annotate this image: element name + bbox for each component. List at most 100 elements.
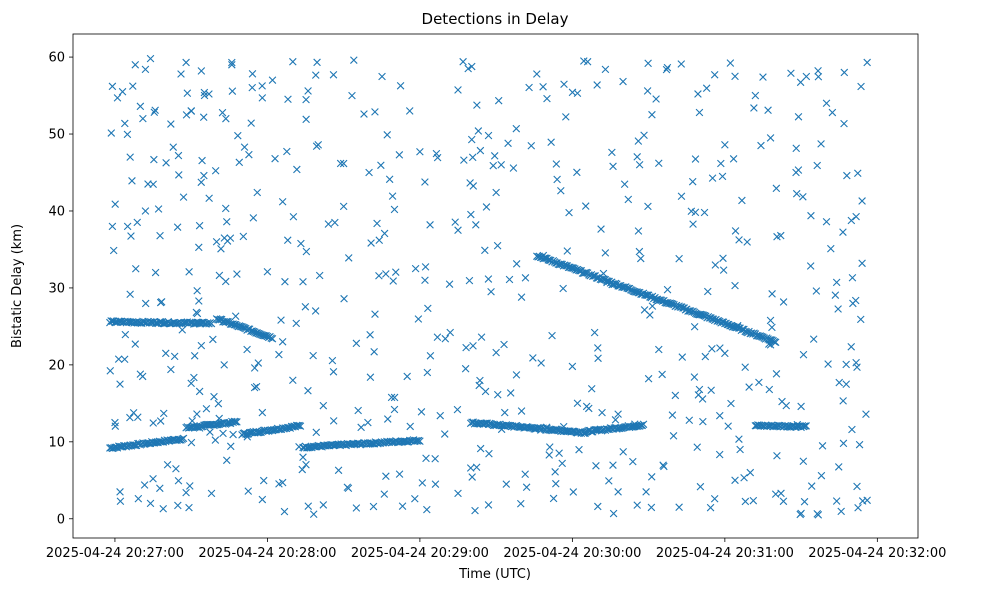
detection-point [187, 107, 196, 115]
plot-frame [72, 33, 919, 539]
detection-point [696, 482, 705, 491]
detection-point [521, 274, 530, 282]
detection-point [301, 303, 310, 311]
detection-point [268, 76, 277, 84]
detection-point [647, 503, 656, 512]
detection-point [547, 138, 555, 146]
detection-point [757, 141, 765, 150]
detection-point [608, 148, 616, 157]
detection-point [834, 305, 842, 313]
detection-point [687, 207, 696, 216]
detection-point [614, 488, 622, 496]
detection-point [383, 415, 392, 423]
detection-point [545, 443, 554, 451]
detection-point [557, 186, 565, 195]
detection-point [594, 502, 602, 511]
detection-point [206, 428, 214, 436]
detection-point [695, 108, 704, 117]
detection-point [690, 373, 699, 381]
detection-point [516, 499, 525, 508]
detection-point [373, 219, 381, 228]
detection-point [812, 287, 821, 295]
detection-point [190, 373, 198, 382]
detection-point [642, 291, 650, 300]
detection-point [398, 502, 407, 510]
detection-point [818, 442, 827, 450]
detection-point [214, 399, 223, 408]
detection-point [840, 119, 848, 128]
detection-point [855, 440, 864, 449]
detection-point [304, 386, 312, 395]
detection-point [630, 420, 639, 428]
detection-point [800, 497, 809, 506]
detection-point [619, 77, 627, 86]
detection-point [766, 134, 775, 142]
detection-point [848, 425, 856, 434]
detection-point [852, 212, 860, 221]
detection-point [250, 364, 259, 372]
detection-point [750, 104, 758, 112]
detection-point [183, 89, 192, 97]
detection-point [602, 277, 611, 285]
detection-point [644, 59, 652, 68]
detection-point [652, 95, 660, 103]
detection-point [252, 382, 261, 391]
detection-point [522, 483, 531, 492]
detection-point [222, 114, 230, 123]
detection-point [502, 480, 511, 488]
detection-point [150, 155, 158, 164]
detection-point [309, 510, 318, 518]
detection-point [854, 503, 862, 512]
detection-point [598, 408, 606, 417]
detection-point [194, 318, 202, 327]
detection-point [193, 309, 202, 318]
detection-point [375, 236, 384, 245]
detection-point [731, 72, 739, 81]
detection-point [258, 94, 267, 102]
detection-point [711, 261, 720, 269]
detection-point [840, 68, 849, 77]
detection-point [759, 73, 767, 81]
detection-point [329, 70, 338, 79]
detection-point [648, 110, 656, 119]
detection-point [708, 174, 717, 182]
detection-point [360, 110, 368, 118]
detection-point [253, 188, 262, 197]
detection-point [156, 484, 164, 493]
detection-point [765, 385, 774, 394]
detection-point [141, 207, 150, 215]
detection-point [126, 153, 134, 161]
detection-point [174, 476, 183, 485]
detection-point [700, 208, 709, 217]
detection-point [195, 297, 203, 305]
detection-point [313, 58, 321, 67]
detection-point [765, 340, 773, 348]
detection-point [159, 504, 168, 513]
detection-point [278, 337, 287, 346]
detection-point [493, 241, 502, 250]
y-tick-label: 10 [48, 435, 65, 450]
detection-point [423, 505, 431, 514]
detection-point [573, 399, 582, 408]
detection-point [685, 416, 694, 425]
detection-point [743, 238, 751, 246]
detection-point [436, 411, 445, 420]
detection-point [211, 436, 220, 444]
detection-point [636, 254, 645, 263]
detection-point [198, 156, 206, 165]
detection-point [221, 204, 230, 213]
detection-point [454, 86, 462, 94]
detection-point [553, 175, 561, 184]
detection-point [587, 384, 596, 393]
detection-point [284, 95, 292, 104]
detection-point [462, 343, 470, 352]
detection-point [719, 266, 728, 274]
detection-point [476, 146, 485, 155]
detection-point [476, 444, 485, 453]
detection-point [182, 58, 190, 67]
detection-point [559, 422, 568, 431]
detection-point [853, 363, 861, 371]
detection-point [654, 159, 663, 168]
detection-point [388, 192, 397, 200]
detection-point [702, 84, 711, 93]
